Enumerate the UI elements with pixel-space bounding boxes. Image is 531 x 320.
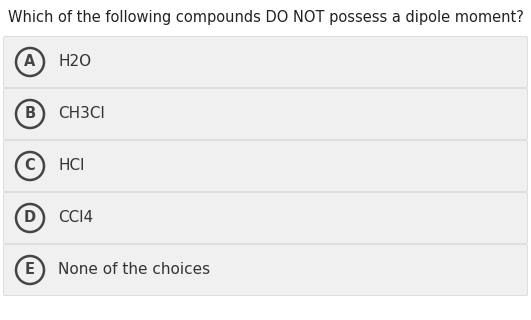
Text: None of the choices: None of the choices	[58, 262, 210, 277]
Circle shape	[16, 152, 44, 180]
Circle shape	[16, 204, 44, 232]
FancyBboxPatch shape	[4, 89, 527, 140]
Text: H2O: H2O	[58, 54, 91, 69]
FancyBboxPatch shape	[4, 193, 527, 244]
Text: Which of the following compounds DO NOT possess a dipole moment?: Which of the following compounds DO NOT …	[8, 10, 524, 25]
Text: D: D	[24, 211, 36, 226]
Text: E: E	[25, 262, 35, 277]
FancyBboxPatch shape	[4, 140, 527, 191]
Text: CH3Cl: CH3Cl	[58, 107, 105, 122]
Text: HCl: HCl	[58, 158, 84, 173]
Text: B: B	[24, 107, 36, 122]
Text: CCl4: CCl4	[58, 211, 93, 226]
FancyBboxPatch shape	[4, 244, 527, 295]
Text: C: C	[24, 158, 36, 173]
Circle shape	[16, 48, 44, 76]
Circle shape	[16, 100, 44, 128]
FancyBboxPatch shape	[4, 36, 527, 87]
Circle shape	[16, 256, 44, 284]
Text: A: A	[24, 54, 36, 69]
